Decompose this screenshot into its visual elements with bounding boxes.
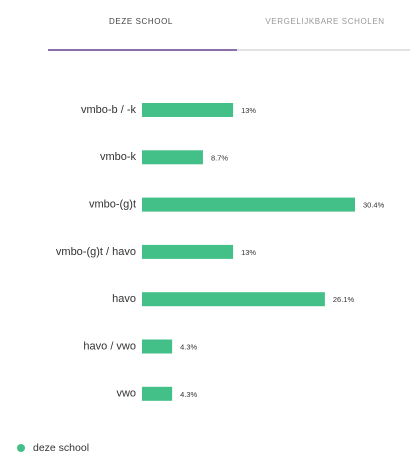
category-label: havo [112, 293, 136, 305]
legend-swatch [17, 444, 25, 452]
bar [142, 339, 173, 354]
bar [142, 150, 203, 165]
legend-label: deze school [33, 442, 89, 454]
bar [142, 292, 325, 307]
tab-inactive[interactable]: VERGELIJKBARE SCHOLEN [265, 17, 384, 26]
category-label: vwo [116, 388, 136, 400]
value-label: 26.1% [333, 295, 355, 304]
value-label: 4.3% [180, 342, 197, 351]
value-label: 30.4% [363, 201, 385, 210]
category-label: vmbo-b / -k [81, 104, 137, 116]
value-label: 8.7% [211, 153, 228, 162]
category-label: vmbo-k [100, 151, 137, 163]
plot: vmbo-b / -k 13% vmbo-k 8.7% vmbo-(g)t 30.4% vm… [56, 103, 385, 401]
bar [142, 386, 173, 401]
bar [142, 244, 234, 259]
category-label: havo / vwo [83, 340, 136, 352]
value-label: 13% [241, 106, 256, 115]
value-label: 4.3% [180, 390, 197, 399]
category-label: vmbo-(g)t / havo [56, 246, 136, 258]
tab-active[interactable]: DEZE SCHOOL [109, 17, 173, 26]
category-label: vmbo-(g)t [89, 199, 136, 211]
value-label: 13% [241, 248, 256, 257]
bar [142, 197, 355, 212]
bar [142, 103, 234, 117]
